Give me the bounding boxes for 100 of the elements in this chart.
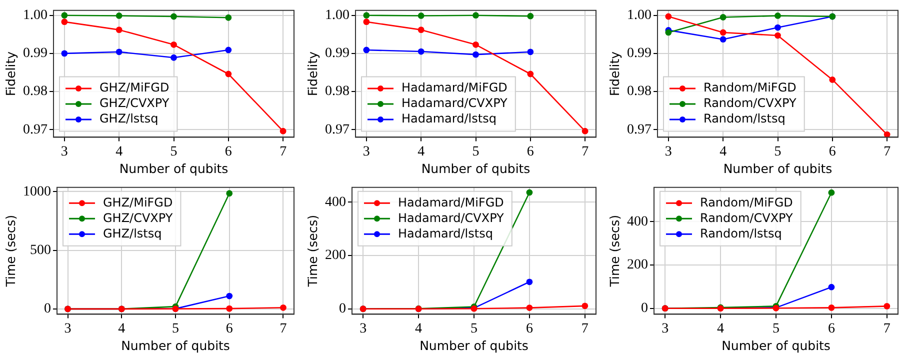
x-axis-title: Number of qubits — [723, 160, 832, 176]
x-tick-label: 3 — [662, 321, 669, 336]
point — [472, 41, 479, 48]
legend-label: Random/lstsq — [704, 112, 786, 126]
point — [526, 278, 533, 286]
legend-label: GHZ/CVXPY — [100, 96, 170, 110]
y-tick-label: 200 — [627, 258, 648, 273]
x-axis-title: Number of qubits — [421, 160, 530, 176]
point — [418, 26, 424, 34]
point — [225, 46, 232, 54]
y-tick-label: 0 — [641, 301, 648, 316]
point — [527, 70, 534, 78]
x-tick-label: 7 — [582, 144, 589, 160]
point — [226, 190, 233, 197]
x-tick-label: 5 — [170, 144, 178, 160]
x-tick-label: 3 — [360, 321, 367, 336]
point — [884, 302, 890, 310]
point — [170, 13, 177, 20]
point — [116, 48, 122, 56]
point — [170, 54, 177, 61]
legend-label: Random/lstsq — [700, 226, 782, 240]
point — [527, 12, 534, 20]
point — [582, 128, 588, 134]
legend-label: GHZ/MiFGD — [103, 195, 173, 210]
legend-label: Hadamard/MiFGD — [402, 80, 508, 95]
y-tick-label: 0.99 — [627, 46, 652, 62]
x-tick-label: 6 — [224, 144, 232, 160]
point — [225, 70, 232, 78]
x-tick-label: 6 — [828, 144, 836, 160]
legend-label: Hadamard/MiFGD — [398, 195, 504, 210]
y-tick-label: 0.98 — [325, 84, 350, 100]
x-axis-title: Number of qubits — [722, 338, 830, 353]
point — [363, 12, 370, 19]
point — [170, 41, 177, 48]
point — [774, 32, 781, 39]
y-tick-label: 0.99 — [325, 46, 350, 62]
point — [665, 29, 672, 36]
legend-label: Random/CVXPY — [700, 210, 794, 225]
point — [280, 128, 286, 134]
x-tick-label: 3 — [60, 144, 68, 160]
x-tick-label: 4 — [415, 321, 422, 336]
x-tick-label: 5 — [772, 321, 780, 336]
y-tick-label: 1.00 — [627, 8, 652, 24]
y-tick-label: 0.98 — [627, 84, 652, 100]
legend-label: Hadamard/CVXPY — [402, 96, 508, 110]
x-tick-label: 3 — [362, 144, 370, 160]
y-tick-label: 400 — [325, 194, 346, 210]
legend-label: Hadamard/CVXPY — [398, 210, 505, 225]
y-axis-title: Fidelity — [606, 50, 622, 96]
x-tick-label: 4 — [116, 144, 123, 160]
y-tick-label: 0 — [44, 302, 51, 317]
point — [720, 29, 726, 36]
point — [774, 24, 781, 31]
point — [774, 12, 781, 19]
point — [720, 14, 726, 20]
point — [665, 13, 672, 20]
y-axis-title: Time (secs) — [606, 214, 622, 288]
y-tick-label: 0.99 — [23, 46, 48, 62]
legend-label: GHZ/CVXPY — [103, 210, 174, 225]
legend-label: Random/MiFGD — [700, 195, 793, 210]
point — [280, 304, 286, 311]
x-tick-label: 5 — [774, 144, 782, 160]
point — [363, 18, 370, 26]
legend-label: GHZ/lstsq — [103, 226, 162, 240]
point — [526, 189, 533, 196]
x-tick-label: 5 — [470, 321, 478, 336]
x-tick-label: 4 — [418, 144, 425, 160]
legend-label: Hadamard/lstsq — [402, 112, 496, 126]
point — [828, 304, 835, 311]
legend-label: GHZ/MiFGD — [100, 80, 170, 95]
point — [116, 26, 122, 34]
point — [363, 46, 370, 54]
point — [828, 189, 835, 196]
point — [226, 292, 233, 300]
point — [582, 302, 588, 310]
y-tick-label: 200 — [325, 248, 346, 264]
point — [828, 284, 835, 290]
y-tick-label: 400 — [627, 214, 648, 230]
y-tick-label: 1.00 — [23, 8, 48, 24]
x-tick-label: 3 — [664, 144, 672, 160]
x-tick-label: 7 — [280, 144, 287, 160]
point — [418, 12, 424, 19]
x-tick-label: 5 — [172, 321, 179, 336]
point — [225, 14, 232, 21]
y-tick-label: 0 — [339, 302, 346, 317]
x-axis-title: Number of qubits — [119, 160, 228, 176]
x-tick-label: 6 — [526, 144, 534, 160]
x-tick-label: 4 — [118, 321, 126, 336]
point — [472, 51, 479, 58]
y-axis-title: Time (secs) — [304, 214, 320, 288]
x-tick-label: 6 — [828, 321, 835, 336]
x-tick-label: 7 — [280, 321, 287, 336]
y-tick-label: 0.97 — [627, 122, 652, 138]
legend-label: Hadamard/lstsq — [398, 226, 493, 240]
point — [829, 76, 836, 83]
point — [884, 131, 890, 138]
legend-label: Random/MiFGD — [704, 80, 796, 95]
x-tick-label: 6 — [226, 321, 233, 336]
point — [226, 305, 233, 312]
x-tick-label: 7 — [884, 144, 891, 160]
